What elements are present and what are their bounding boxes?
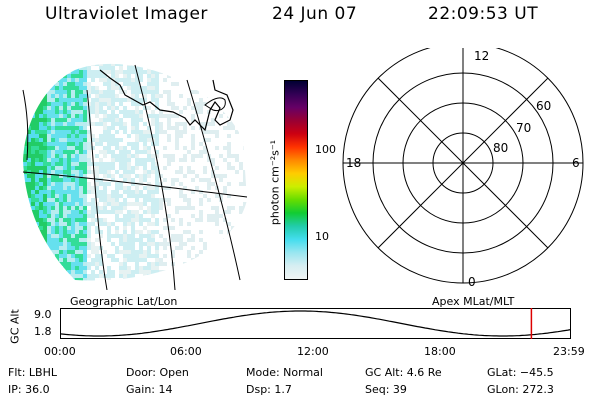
- time-tick-2359: 23:59: [553, 345, 585, 358]
- colorbar-tick-10: 10: [315, 230, 329, 243]
- status-gain: Gain: 14: [126, 383, 173, 396]
- status-door: Door: Open: [126, 366, 189, 379]
- altitude-curve: [60, 310, 571, 337]
- status-seq: Seq: 39: [365, 383, 407, 396]
- colorbar-unit-label: photon cm⁻²s⁻¹: [268, 139, 282, 226]
- mlt-label-12: 12: [474, 49, 489, 63]
- time-tick-1800: 18:00: [424, 345, 456, 358]
- apex-caption: Apex MLat/MLT: [432, 295, 515, 308]
- status-flt: Flt: LBHL: [8, 366, 57, 379]
- ring-label-80: 80: [493, 141, 508, 155]
- polar-plot: 12 18 6 0 60 70 80: [342, 48, 584, 288]
- status-gc-alt: GC Alt: 4.6 Re: [365, 366, 442, 379]
- meridian-line: [86, 89, 108, 290]
- alt-tick-max: 9.0: [34, 308, 52, 321]
- status-mode: Mode: Normal: [246, 366, 323, 379]
- mlt-label-6: 6: [572, 156, 580, 170]
- mlt-label-0: 0: [468, 275, 476, 288]
- altitude-plot: [60, 308, 571, 339]
- geographic-image: [22, 63, 248, 290]
- status-glon: GLon: 272.3: [487, 383, 554, 396]
- colorbar: [284, 80, 308, 280]
- meridian-line: [186, 79, 241, 281]
- observation-time: 22:09:53 UT: [428, 4, 539, 24]
- time-tick-0000: 00:00: [44, 345, 76, 358]
- instrument-title: Ultraviolet Imager: [45, 4, 208, 24]
- geographic-caption: Geographic Lat/Lon: [70, 295, 178, 308]
- status-glat: GLat: −45.5: [487, 366, 554, 379]
- gc-alt-axis-label: GC Alt: [8, 309, 22, 344]
- observation-date: 24 Jun 07: [272, 4, 358, 24]
- time-tick-1200: 12:00: [297, 345, 329, 358]
- status-ip: IP: 36.0: [8, 383, 50, 396]
- colorbar-tick-100: 100: [315, 143, 336, 156]
- mlt-label-18: 18: [346, 156, 361, 170]
- ring-label-60: 60: [536, 99, 551, 113]
- mlt-line: [377, 77, 549, 249]
- alt-tick-min: 1.8: [34, 325, 52, 338]
- meridian-line: [134, 64, 176, 290]
- status-dsp: Dsp: 1.7: [246, 383, 292, 396]
- ring-label-70: 70: [516, 121, 531, 135]
- time-tick-0600: 06:00: [170, 345, 202, 358]
